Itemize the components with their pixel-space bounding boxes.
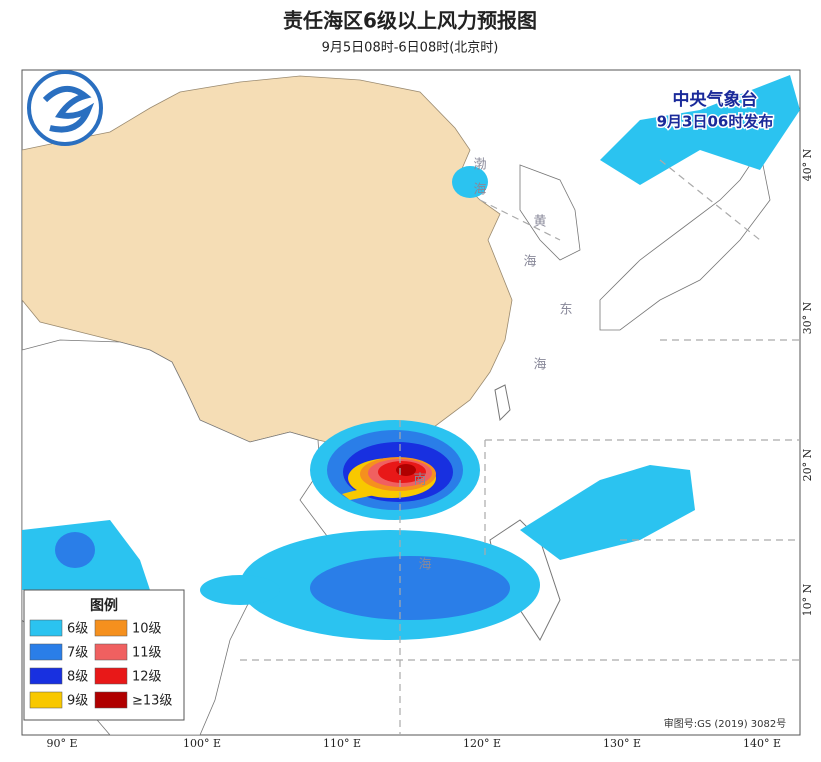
sea-label: 海 xyxy=(418,558,431,573)
issue-time: 9月3日06时发布 xyxy=(657,113,774,131)
wind-area xyxy=(520,465,695,560)
legend-label: 6级 xyxy=(67,622,88,637)
sea-label: 渤 xyxy=(473,157,486,173)
wind-area xyxy=(600,75,800,185)
legend-swatch xyxy=(94,643,128,661)
legend-label: 9级 xyxy=(67,694,88,709)
title: 责任海区6级以上风力预报图 xyxy=(283,9,537,33)
wind-area xyxy=(310,556,510,620)
legend-swatch xyxy=(29,667,63,685)
legend-label: 7级 xyxy=(67,646,88,661)
land-korea-japan xyxy=(519,148,771,331)
sea-label: 海 xyxy=(533,358,546,373)
legend-swatch xyxy=(94,667,128,685)
legend-swatch xyxy=(29,619,63,637)
wind-area xyxy=(200,575,280,605)
longitude-label: 100° E xyxy=(183,737,221,750)
taiwan xyxy=(494,384,511,422)
wind-areas xyxy=(22,75,800,640)
latitude-label: 10° N xyxy=(801,583,814,616)
legend-swatch xyxy=(94,619,128,637)
legend-label: 10级 xyxy=(132,622,162,637)
longitude-label: 110° E xyxy=(323,737,361,750)
sea-label: 海 xyxy=(523,255,536,270)
latitude-label: 40° N xyxy=(801,148,814,181)
legend: 图例 6级 10级 7级 11级 8级 12级 9级 ≥13级 xyxy=(23,589,185,721)
longitude-label: 120° E xyxy=(463,737,501,750)
subtitle: 9月5日08时-6日08时(北京时) xyxy=(322,41,499,56)
legend-title: 图例 xyxy=(90,597,118,614)
legend-label: 11级 xyxy=(132,646,162,661)
legend-swatch xyxy=(29,691,63,709)
logo xyxy=(27,70,103,146)
longitude-label: 140° E xyxy=(743,737,781,750)
longitude-label: 130° E xyxy=(603,737,641,750)
latitude-label: 30° N xyxy=(801,301,814,334)
legend-label: 12级 xyxy=(132,670,162,685)
sea-label: 南 xyxy=(413,472,426,488)
sea-label: 海 xyxy=(473,183,486,198)
wind-area xyxy=(452,166,488,198)
legend-label: ≥13级 xyxy=(132,694,172,709)
publisher: 中央气象台 xyxy=(673,89,758,110)
legend-label: 8级 xyxy=(67,670,88,685)
sea-label: 黄 xyxy=(533,215,546,230)
wind-area xyxy=(55,532,95,568)
longitude-label: 90° E xyxy=(46,737,77,750)
legend-swatch xyxy=(94,691,128,709)
latitude-label: 20° N xyxy=(801,448,814,481)
wind-area xyxy=(342,486,380,500)
zone-boundaries xyxy=(240,159,800,735)
approval: 审图号:GS (2019) 3082号 xyxy=(664,717,787,730)
sea-label: 东 xyxy=(559,303,572,318)
wind-area xyxy=(396,464,416,476)
legend-swatch xyxy=(29,643,63,661)
